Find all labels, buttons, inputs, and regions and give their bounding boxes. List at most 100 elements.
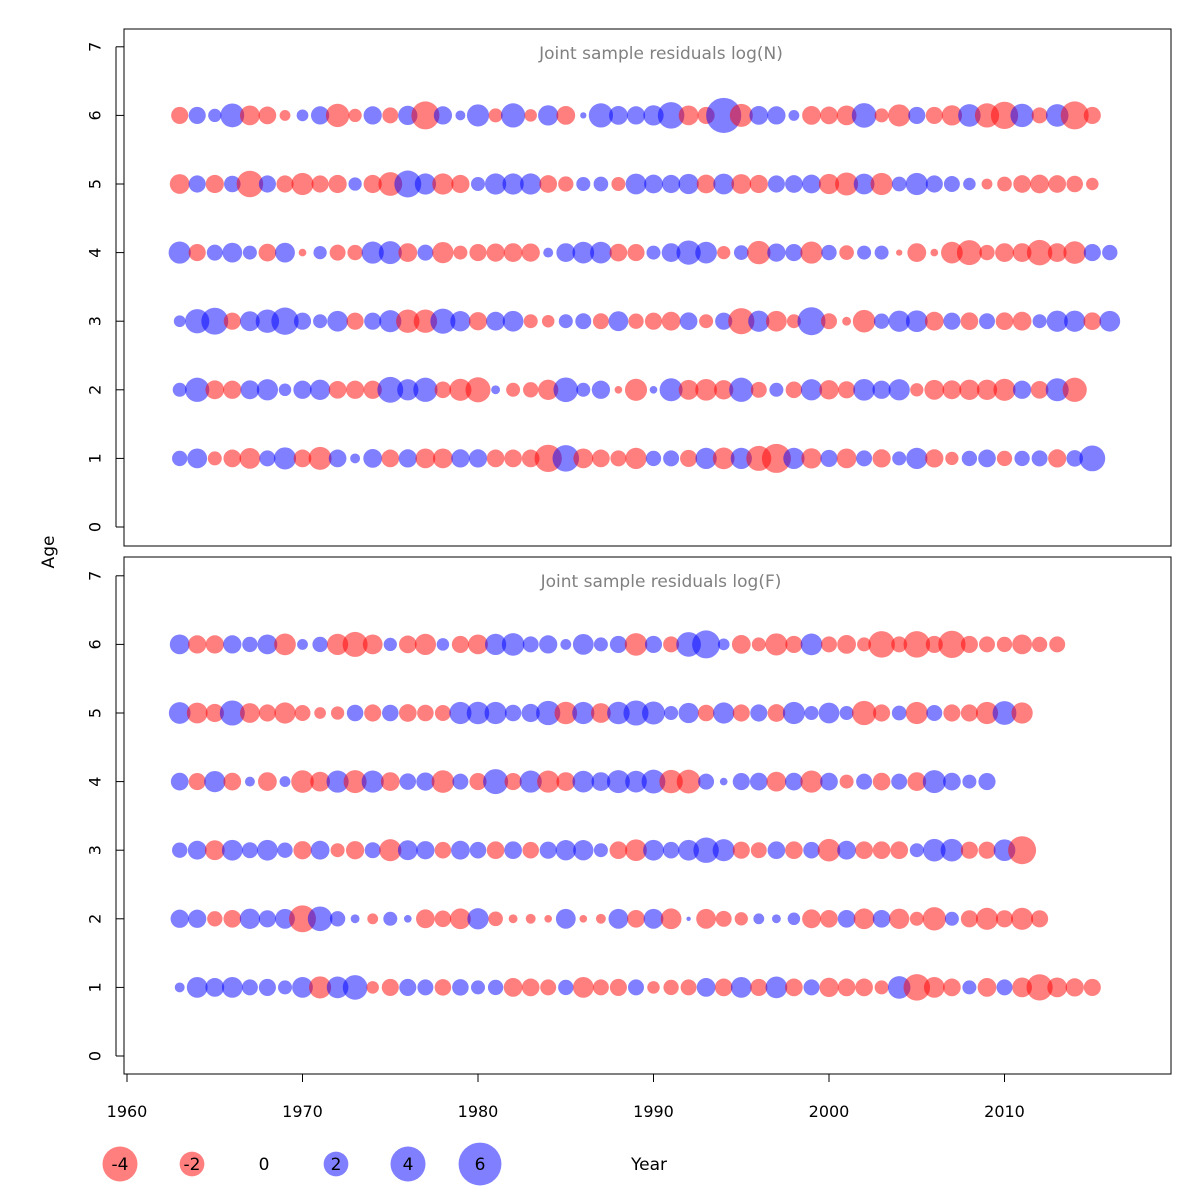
bubble-age4-2005 (907, 772, 927, 791)
bubble-age6-1964 (188, 106, 206, 124)
bubble-age3-2002 (855, 841, 873, 860)
bubble-age4-1970 (298, 248, 307, 257)
bubble-age2-1998 (787, 912, 801, 926)
bubble-age5-1976 (394, 170, 422, 198)
panel-log-n-title: Joint sample residuals log(N) (538, 44, 783, 64)
bubble-age4-1991 (659, 769, 683, 794)
bubble-age3-1982 (504, 841, 522, 860)
bubble-age4-1999 (800, 241, 823, 264)
bubble-age2-1979 (450, 908, 471, 930)
bubble-age6-2003 (868, 631, 895, 658)
bubble-age3-2008 (960, 312, 979, 331)
bubble-age3-2009 (978, 841, 996, 859)
bubble-age6-1975 (382, 107, 399, 124)
bubble-age3-1987 (593, 843, 608, 858)
bubble-age5-2007 (943, 176, 960, 192)
bubble-age5-1977 (417, 704, 434, 722)
bubble-age6-1984 (538, 105, 559, 126)
bubble-age3-1987 (592, 313, 609, 330)
bubble-age5-2001 (835, 172, 859, 196)
bubble-age6-2003 (874, 108, 889, 123)
bubble-age1-1967 (241, 979, 258, 996)
bubble-age5-1989 (623, 700, 649, 726)
bubble-age6-1973 (348, 108, 362, 123)
bubble-age6-1998 (788, 109, 800, 121)
bubble-age4-1975 (378, 241, 402, 265)
bubble-age4-1998 (785, 244, 803, 262)
bubble-age5-1987 (593, 176, 609, 192)
bubble-age1-1980 (468, 449, 488, 468)
y-tick-label: 5 (86, 179, 105, 189)
bubble-age6-1992 (678, 105, 699, 126)
bubble-age5-2002 (853, 173, 875, 195)
bubble-age4-1964 (188, 773, 206, 791)
bubble-age1-2000 (820, 449, 838, 467)
bubble-age4-1965 (206, 244, 223, 261)
bubble-age5-1964 (186, 702, 208, 724)
bubble-age4-1976 (398, 243, 418, 262)
bubble-age1-1966 (221, 977, 243, 998)
y-tick-label: 4 (86, 248, 105, 258)
bubble-age5-1973 (348, 177, 362, 191)
bubble-age4-2008 (962, 774, 977, 789)
bubble-age1-1968 (258, 978, 276, 996)
bubble-age2-2002 (853, 378, 875, 401)
bubble-age2-2007 (942, 380, 962, 400)
bubble-age4-1969 (279, 776, 291, 788)
bubble-age4-1980 (469, 244, 487, 262)
y-tick-label: 1 (86, 453, 105, 463)
bubble-age3-2006 (923, 838, 946, 862)
bubble-age4-1973 (343, 770, 367, 794)
bubble-age6-1989 (626, 106, 646, 125)
bubble-age4-1986 (572, 241, 595, 264)
legend-label: -4 (112, 1155, 129, 1175)
bubble-age2-1989 (627, 909, 645, 928)
bubble-age4-1980 (469, 773, 487, 791)
bubble-age3-2014 (1064, 310, 1086, 332)
bubble-age1-1994 (712, 447, 735, 470)
bubble-age5-2003 (873, 704, 891, 722)
bubble-age1-1979 (452, 979, 469, 996)
bubble-age6-1977 (411, 101, 440, 130)
bubble-age5-1985 (554, 701, 578, 725)
bubble-age6-2004 (891, 636, 908, 653)
bubble-age6-1976 (398, 635, 417, 654)
bubble-age3-1995 (732, 841, 750, 859)
y-tick-label: 0 (86, 522, 105, 532)
bubble-age4-1972 (326, 770, 349, 793)
bubble-age2-1978 (434, 910, 452, 928)
bubble-age3-1979 (451, 840, 470, 860)
bubble-age5-1972 (330, 706, 345, 720)
bubble-age4-1970 (291, 770, 314, 793)
x-tick-label: 2000 (809, 1102, 850, 1121)
bubble-age1-1973 (350, 453, 361, 464)
bubble-age4-1985 (556, 243, 576, 262)
bubble-age4-2005 (907, 243, 927, 262)
bubble-age4-1995 (733, 245, 749, 260)
bubble-age4-1967 (244, 776, 255, 787)
bubble-age1-1978 (434, 979, 452, 996)
bubble-age5-1985 (558, 176, 574, 192)
bubble-age1-1992 (680, 449, 698, 467)
bubble-age2-2014 (1062, 377, 1087, 402)
bubble-age2-1990 (649, 385, 658, 394)
bubble-age6-2010 (996, 636, 1013, 653)
bubble-age3-2003 (872, 841, 891, 860)
bubble-age1-1976 (398, 449, 417, 468)
bubble-age1-1969 (273, 447, 297, 470)
bubble-age5-1977 (414, 173, 437, 195)
bubble-age1-1970 (292, 977, 313, 998)
bubble-age2-1980 (467, 908, 489, 930)
bubble-age4-2009 (979, 244, 995, 261)
bubble-age6-1984 (539, 635, 558, 654)
bubble-age6-1986 (572, 634, 594, 655)
bubble-age3-1994 (715, 312, 733, 330)
bubble-age5-1991 (661, 174, 681, 194)
bubble-age4-2000 (821, 244, 837, 261)
bubble-age6-1977 (414, 633, 437, 656)
bubble-age5-1966 (219, 700, 245, 726)
bubble-age3-2010 (995, 312, 1014, 331)
bubble-age3-1990 (643, 839, 664, 861)
panel-log-n: Joint sample residuals log(N) 0 1 2 3 4 5 6 7 (86, 28, 1172, 547)
